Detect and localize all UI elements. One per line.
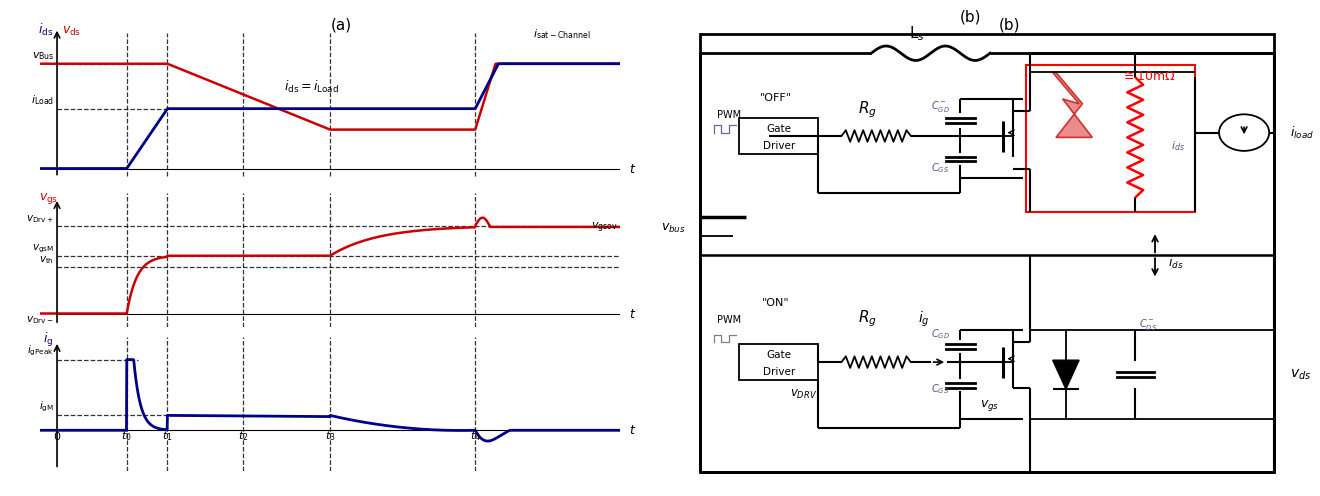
Text: $v_\mathrm{gsM}$: $v_\mathrm{gsM}$	[32, 242, 54, 254]
Text: $i_\mathrm{sat-Channel}$: $i_\mathrm{sat-Channel}$	[533, 27, 591, 41]
Text: $i_\mathrm{Load}$: $i_\mathrm{Load}$	[30, 93, 54, 107]
Text: $i_\mathrm{ds}=i_\mathrm{Load}$: $i_\mathrm{ds}=i_\mathrm{Load}$	[284, 79, 339, 95]
Text: $v_{ds}$: $v_{ds}$	[1291, 368, 1312, 382]
Text: $C_{GS}$: $C_{GS}$	[932, 161, 949, 175]
Text: $C_{GD}^-$: $C_{GD}^-$	[931, 99, 950, 114]
Text: $t$: $t$	[630, 308, 636, 321]
Text: $v_\mathrm{gs}$: $v_\mathrm{gs}$	[38, 191, 58, 206]
Text: (b): (b)	[999, 17, 1020, 32]
Text: $v_\mathrm{Drv-}$: $v_\mathrm{Drv-}$	[26, 314, 54, 326]
Text: $\cong 10\mathrm{m}\Omega$: $\cong 10\mathrm{m}\Omega$	[1121, 69, 1176, 83]
Text: "OFF": "OFF"	[759, 93, 792, 103]
Bar	[1027, 65, 1195, 212]
Text: PWM: PWM	[717, 110, 742, 120]
Text: $i_{ds}$: $i_{ds}$	[1171, 139, 1185, 153]
Text: $C_{GS}$: $C_{GS}$	[932, 382, 949, 396]
Text: $t_2$: $t_2$	[238, 430, 248, 443]
Text: $i_\mathrm{ds}$: $i_\mathrm{ds}$	[38, 22, 53, 38]
Text: $0$: $0$	[53, 430, 61, 441]
Text: $v_{DRV}$: $v_{DRV}$	[791, 388, 817, 401]
Text: $C_{GD}$: $C_{GD}$	[931, 327, 950, 341]
Text: $i_g$: $i_g$	[919, 310, 929, 329]
Text: $v_\mathrm{gsov}$: $v_\mathrm{gsov}$	[591, 221, 618, 235]
Text: $v_\mathrm{ds}$: $v_\mathrm{ds}$	[62, 25, 81, 38]
Text: "ON": "ON"	[762, 298, 789, 308]
Text: L$_s$: L$_s$	[909, 25, 925, 44]
Text: (b): (b)	[960, 10, 981, 25]
Bar	[700, 34, 1274, 472]
Text: $v_{bus}$: $v_{bus}$	[661, 222, 685, 235]
Text: $t_3$: $t_3$	[325, 430, 335, 443]
Text: $t_0$: $t_0$	[121, 430, 132, 443]
Text: Driver: Driver	[763, 367, 795, 377]
Text: $i_\mathrm{gPeak}$: $i_\mathrm{gPeak}$	[28, 343, 54, 358]
Text: $t_1$: $t_1$	[162, 430, 173, 443]
Text: $i_\mathrm{gM}$: $i_\mathrm{gM}$	[40, 399, 54, 414]
Text: Driver: Driver	[763, 141, 795, 151]
Text: $v_\mathrm{Drv+}$: $v_\mathrm{Drv+}$	[26, 213, 54, 225]
Bar	[739, 344, 818, 380]
Text: $t_4$: $t_4$	[470, 430, 480, 443]
Text: $R_g$: $R_g$	[858, 100, 878, 120]
Text: $t$: $t$	[630, 163, 636, 176]
Text: $C_{DS}^-$: $C_{DS}^-$	[1139, 317, 1158, 332]
Text: $v_\mathrm{th}$: $v_\mathrm{th}$	[40, 254, 54, 266]
Text: PWM: PWM	[717, 314, 742, 325]
Text: $i_\mathrm{g}$: $i_\mathrm{g}$	[44, 331, 54, 349]
Text: Gate: Gate	[767, 124, 791, 134]
Text: (a): (a)	[331, 17, 352, 32]
Text: $i_{load}$: $i_{load}$	[1291, 124, 1315, 141]
Polygon shape	[1053, 72, 1093, 137]
Text: $i_{ds}$: $i_{ds}$	[1168, 255, 1184, 271]
Text: Gate: Gate	[767, 350, 791, 360]
Text: $R_g$: $R_g$	[858, 309, 878, 329]
Polygon shape	[1053, 360, 1078, 389]
Text: $t$: $t$	[630, 424, 636, 437]
Bar	[739, 118, 818, 154]
Text: $v_\mathrm{Bus}$: $v_\mathrm{Bus}$	[32, 51, 54, 62]
Text: $v_{gs}$: $v_{gs}$	[979, 398, 999, 413]
